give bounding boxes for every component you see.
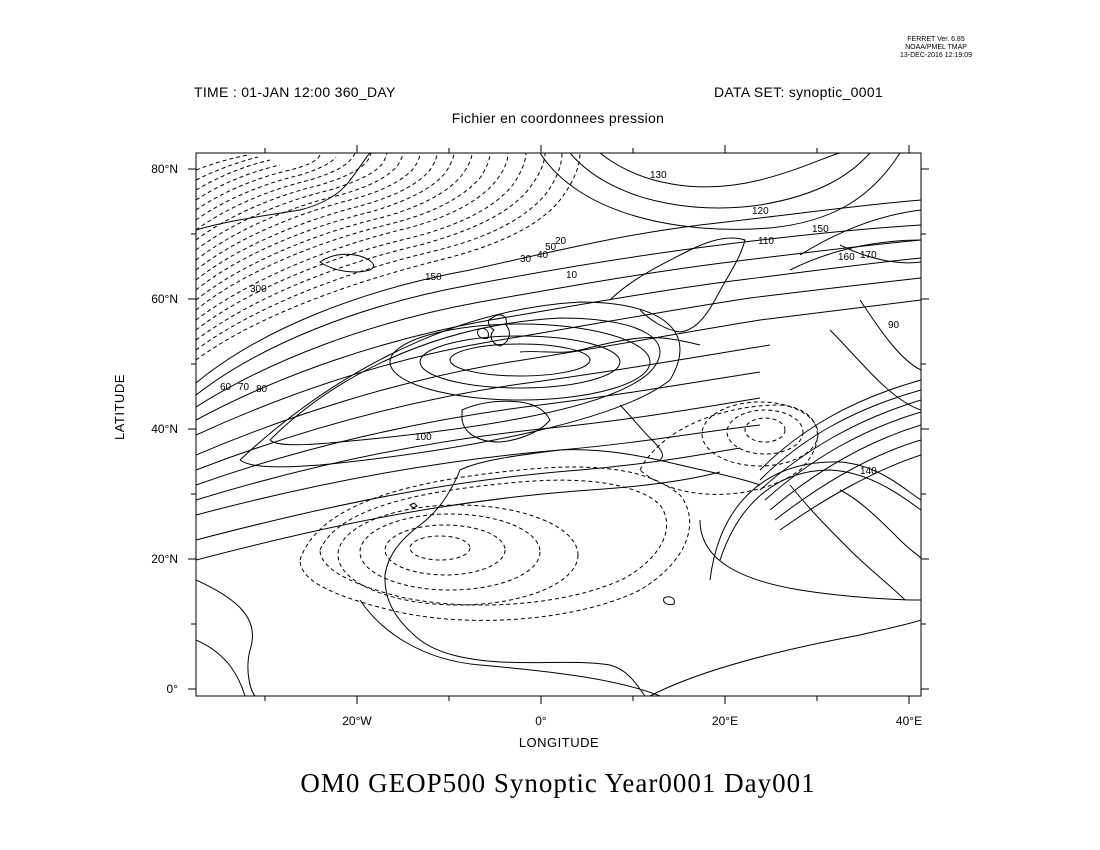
contour-label: 100 (415, 432, 432, 443)
solid-contours (196, 199, 921, 561)
x-axis-title: LONGITUDE (518, 735, 600, 750)
contour-label: 80 (256, 384, 268, 395)
contour-label: 160 (838, 252, 855, 263)
contour-label: 90 (888, 320, 900, 331)
y-axis-title: LATITUDE (112, 374, 127, 440)
coast-britain (487, 314, 510, 347)
contour-label: 10 (566, 270, 578, 281)
x-tick-label: 20°W (342, 714, 372, 728)
high-pressure-cell (239, 301, 681, 468)
contour-label: 30 (520, 254, 532, 265)
northeast-contours (539, 153, 921, 411)
y-tick-label: 40°N (151, 422, 178, 436)
y-tick-label: 20°N (151, 552, 178, 566)
contour-label: 130 (650, 170, 667, 181)
contour-label: 170 (860, 250, 877, 261)
coast-canary (409, 502, 418, 509)
dataset-label: DATA SET: synoptic_0001 (714, 84, 884, 100)
coast-arabia (839, 489, 921, 559)
contour-labels: 130 120 110 150 160 170 300 60 70 80 10 … (220, 170, 900, 477)
contour-label: 140 (860, 466, 877, 477)
contour-label: 40 (537, 250, 549, 261)
x-tick-label: 20°E (711, 714, 739, 728)
coast-red-sea (789, 484, 906, 601)
x-tick-label: 40°E (895, 714, 923, 728)
contour-label: 120 (752, 206, 769, 217)
contour-label: 150 (425, 272, 442, 283)
contour-label: 110 (758, 236, 774, 247)
coast-north-africa (459, 449, 761, 486)
y-tick-label: 60°N (151, 292, 178, 306)
contour-label: 300 (250, 284, 267, 295)
coast-iberia (461, 400, 551, 443)
coast-scandinavia (609, 237, 746, 333)
east-gradient (709, 379, 921, 581)
page-title: OM0 GEOP500 Synoptic Year0001 Day001 (300, 768, 816, 798)
stamp-version: FERRET Ver. 6.85 (907, 36, 965, 43)
contour-label: 60 (220, 382, 232, 393)
y-tick-label: 0° (166, 682, 178, 696)
coast-italy (619, 404, 663, 461)
contour-label: 20 (555, 236, 567, 247)
stamp-date: 13-DEC-2016 12:19:09 (900, 52, 972, 59)
plot-subtitle: Fichier en coordonnees pression (451, 110, 665, 126)
coast-north-europe (519, 337, 701, 353)
time-label: TIME : 01-JAN 12:00 360_DAY (194, 84, 396, 100)
coast-island (663, 596, 675, 606)
x-tick-label: 0° (535, 714, 547, 728)
coast-ireland (477, 327, 489, 339)
coast-iceland (319, 253, 375, 273)
plot-frame (195, 152, 922, 697)
coastlines (196, 153, 921, 696)
y-tick-label: 80°N (151, 162, 178, 176)
coast-west-africa (384, 469, 646, 696)
contour-label: 50 (545, 242, 557, 253)
axis-ticks (188, 145, 929, 704)
southern-contours (196, 519, 921, 696)
contour-label: 70 (238, 382, 250, 393)
stamp-org: NOAA/PMEL TMAP (905, 44, 967, 51)
dashed-contours-south (299, 401, 819, 621)
ferret-stamp: FERRET Ver. 6.85 NOAA/PMEL TMAP 13-DEC-2… (900, 36, 972, 60)
coast-greenland (196, 153, 371, 231)
contour-label: 150 (812, 224, 829, 235)
